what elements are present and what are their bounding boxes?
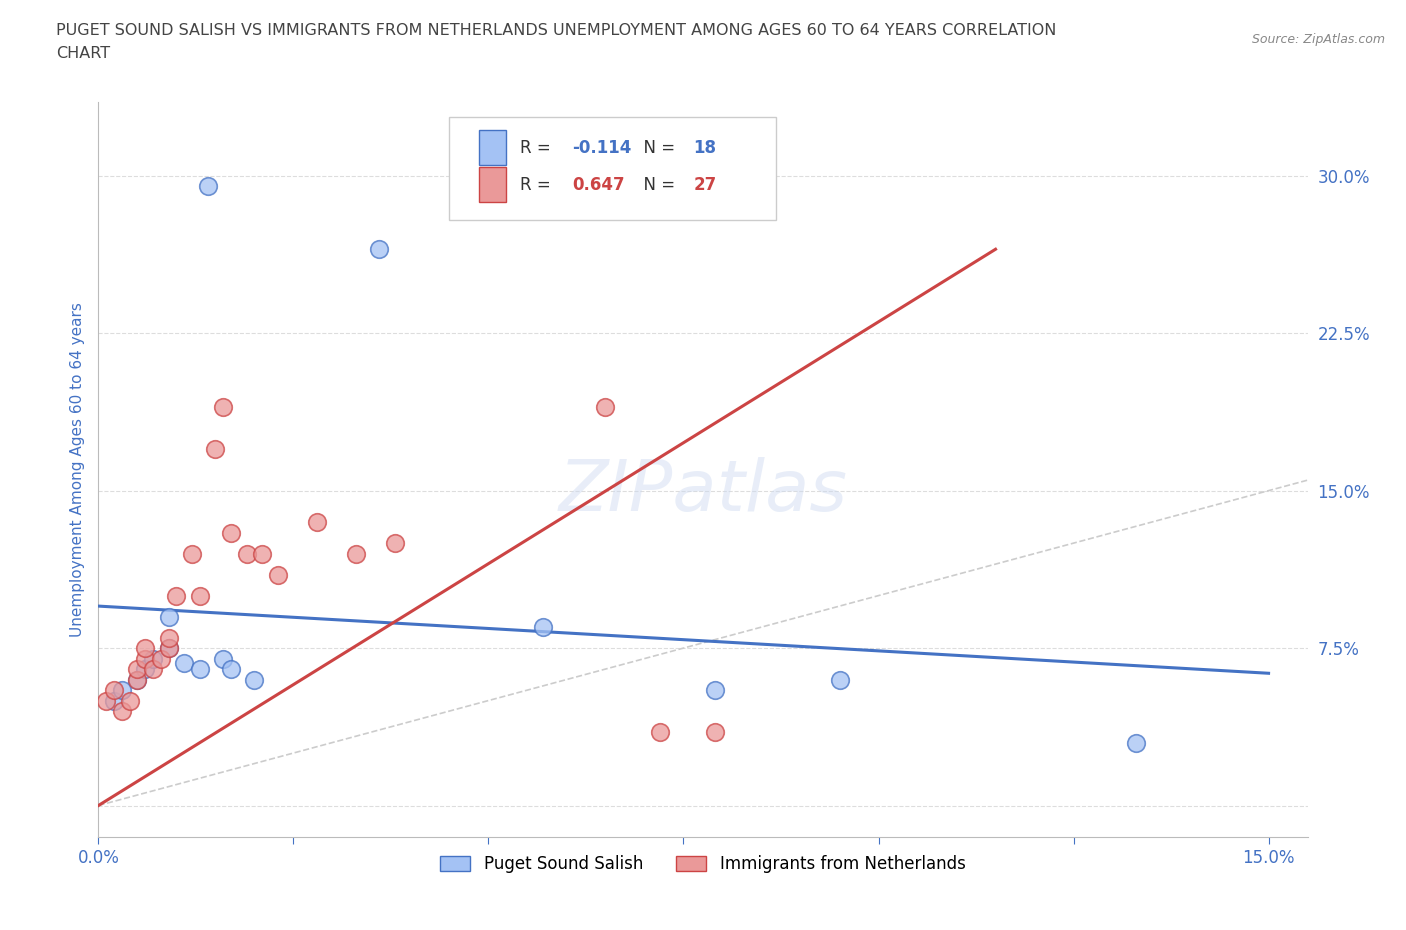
Point <box>118 693 141 708</box>
Text: R =: R = <box>520 176 557 193</box>
Point <box>157 631 180 645</box>
Point <box>219 661 242 676</box>
Point <box>111 704 134 719</box>
Text: 27: 27 <box>693 176 717 193</box>
Text: 18: 18 <box>693 139 716 157</box>
Text: ZIPatlas: ZIPatlas <box>558 458 848 526</box>
Text: CHART: CHART <box>56 46 110 61</box>
Point <box>127 661 149 676</box>
Point <box>165 588 187 603</box>
Point <box>305 514 328 529</box>
Point <box>344 546 367 561</box>
Point <box>111 683 134 698</box>
Text: Source: ZipAtlas.com: Source: ZipAtlas.com <box>1251 33 1385 46</box>
Point <box>134 661 156 676</box>
Text: N =: N = <box>633 176 681 193</box>
Point <box>134 641 156 656</box>
Point <box>157 641 180 656</box>
Point <box>384 536 406 551</box>
Point <box>595 399 617 414</box>
Text: PUGET SOUND SALISH VS IMMIGRANTS FROM NETHERLANDS UNEMPLOYMENT AMONG AGES 60 TO : PUGET SOUND SALISH VS IMMIGRANTS FROM NE… <box>56 23 1057 38</box>
Point <box>181 546 204 561</box>
Point <box>188 661 211 676</box>
Point <box>243 672 266 687</box>
Point <box>127 672 149 687</box>
Point <box>212 651 235 666</box>
Y-axis label: Unemployment Among Ages 60 to 64 years: Unemployment Among Ages 60 to 64 years <box>69 302 84 637</box>
Point <box>252 546 274 561</box>
FancyBboxPatch shape <box>449 117 776 219</box>
Point <box>219 525 242 540</box>
Bar <box>479 167 506 202</box>
Point <box>127 672 149 687</box>
Point <box>235 546 257 561</box>
Point <box>368 242 391 257</box>
Text: R =: R = <box>520 139 557 157</box>
Point <box>703 683 725 698</box>
Point <box>531 619 554 634</box>
Point <box>103 693 125 708</box>
Bar <box>479 130 506 166</box>
Point <box>212 399 235 414</box>
Point <box>703 724 725 739</box>
Point <box>1125 735 1147 750</box>
Point <box>828 672 851 687</box>
Point <box>96 693 118 708</box>
Point <box>188 588 211 603</box>
Point <box>157 641 180 656</box>
Legend: Puget Sound Salish, Immigrants from Netherlands: Puget Sound Salish, Immigrants from Neth… <box>433 849 973 880</box>
Point <box>204 441 226 456</box>
Point <box>142 661 165 676</box>
Point <box>267 567 290 582</box>
Point <box>648 724 671 739</box>
Point <box>142 651 165 666</box>
Text: -0.114: -0.114 <box>572 139 631 157</box>
Point <box>173 656 195 671</box>
Point <box>157 609 180 624</box>
Text: 0.647: 0.647 <box>572 176 626 193</box>
Point <box>197 179 219 193</box>
Text: N =: N = <box>633 139 681 157</box>
Point <box>103 683 125 698</box>
Point <box>149 651 172 666</box>
Point <box>134 651 156 666</box>
